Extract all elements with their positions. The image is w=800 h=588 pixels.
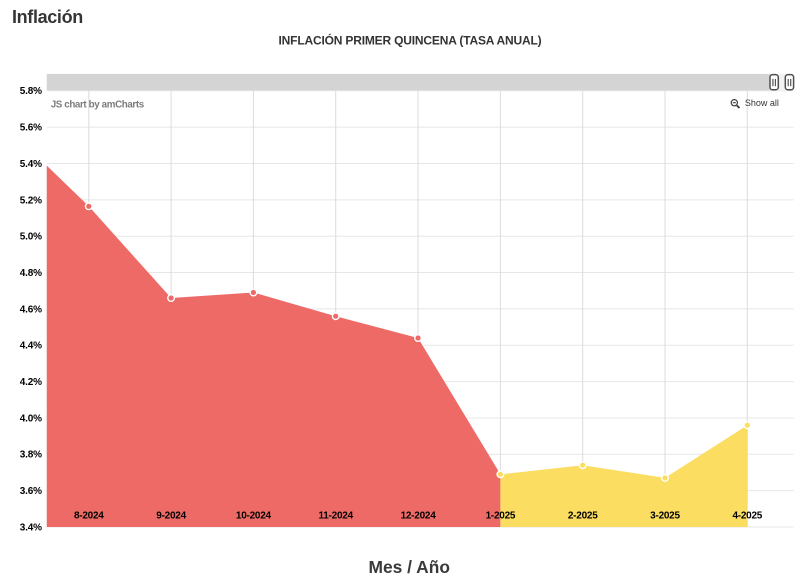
svg-text:INFLACIÓN PRIMER QUINCENA (TAS: INFLACIÓN PRIMER QUINCENA (TASA ANUAL) — [279, 32, 542, 47]
svg-text:5.4%: 5.4% — [20, 159, 42, 170]
svg-text:5.2%: 5.2% — [20, 195, 42, 206]
svg-text:3.6%: 3.6% — [20, 486, 42, 497]
svg-text:JS chart by amCharts: JS chart by amCharts — [51, 99, 145, 110]
svg-text:4.6%: 4.6% — [20, 304, 42, 315]
svg-text:11-2024: 11-2024 — [318, 511, 353, 522]
svg-text:9-2024: 9-2024 — [156, 511, 186, 522]
svg-text:4.0%: 4.0% — [20, 413, 42, 424]
svg-text:5.8%: 5.8% — [20, 86, 42, 97]
svg-text:3.4%: 3.4% — [20, 522, 42, 533]
svg-text:Inflación: Inflación — [12, 7, 83, 27]
svg-text:4.4%: 4.4% — [20, 341, 42, 352]
svg-text:Mes / Año: Mes / Año — [368, 557, 449, 577]
svg-text:8-2024: 8-2024 — [74, 511, 104, 522]
svg-text:12-2024: 12-2024 — [401, 511, 437, 522]
svg-text:Show all: Show all — [745, 98, 779, 108]
svg-text:3.8%: 3.8% — [20, 450, 42, 461]
svg-text:10-2024: 10-2024 — [236, 511, 272, 522]
svg-text:5.6%: 5.6% — [20, 123, 42, 134]
svg-text:2-2025: 2-2025 — [568, 511, 598, 522]
svg-text:1-2025: 1-2025 — [486, 511, 516, 522]
svg-text:4.8%: 4.8% — [20, 268, 42, 279]
svg-text:3-2025: 3-2025 — [650, 511, 680, 522]
svg-text:4.2%: 4.2% — [20, 377, 42, 388]
svg-text:5.0%: 5.0% — [20, 232, 42, 243]
svg-text:4-2025: 4-2025 — [732, 511, 762, 522]
